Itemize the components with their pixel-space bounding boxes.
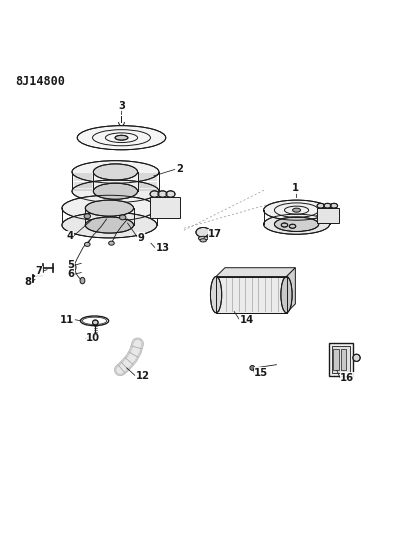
Bar: [150, 197, 180, 218]
Text: 9: 9: [137, 232, 144, 243]
Ellipse shape: [80, 277, 85, 284]
Text: 15: 15: [254, 368, 268, 378]
Ellipse shape: [211, 277, 222, 313]
Ellipse shape: [281, 223, 288, 227]
Polygon shape: [216, 268, 295, 277]
Ellipse shape: [196, 228, 211, 237]
Ellipse shape: [264, 200, 330, 220]
Ellipse shape: [353, 354, 360, 361]
Ellipse shape: [109, 241, 114, 245]
Text: 17: 17: [208, 229, 222, 239]
Ellipse shape: [77, 126, 166, 150]
Text: 13: 13: [156, 244, 170, 253]
Bar: [341, 349, 346, 370]
Text: 6: 6: [67, 269, 74, 279]
Ellipse shape: [93, 183, 137, 199]
Text: 5: 5: [67, 260, 74, 270]
Text: 1: 1: [292, 183, 299, 193]
Ellipse shape: [250, 366, 255, 370]
Ellipse shape: [71, 263, 76, 271]
Bar: [333, 349, 339, 370]
Ellipse shape: [115, 135, 128, 140]
Text: 12: 12: [135, 371, 150, 381]
Ellipse shape: [293, 208, 301, 212]
Bar: [332, 346, 350, 373]
Ellipse shape: [158, 191, 167, 197]
Bar: [216, 277, 286, 313]
Ellipse shape: [330, 203, 337, 208]
Ellipse shape: [62, 212, 157, 238]
Text: 8J14800: 8J14800: [15, 75, 65, 88]
Polygon shape: [286, 268, 295, 313]
Text: 11: 11: [60, 314, 74, 325]
Text: 7: 7: [35, 266, 42, 276]
Text: 8: 8: [25, 277, 32, 287]
Ellipse shape: [84, 243, 90, 246]
Text: 3: 3: [118, 101, 125, 110]
Ellipse shape: [324, 203, 331, 208]
Text: 16: 16: [340, 373, 354, 383]
Ellipse shape: [93, 164, 137, 180]
Bar: [216, 277, 286, 313]
Ellipse shape: [62, 195, 157, 221]
Ellipse shape: [150, 191, 159, 197]
Ellipse shape: [85, 200, 133, 216]
Ellipse shape: [72, 160, 159, 183]
Bar: [317, 208, 339, 223]
Text: 14: 14: [239, 314, 254, 325]
Ellipse shape: [72, 180, 159, 203]
Text: 2: 2: [176, 164, 183, 174]
Ellipse shape: [85, 217, 133, 233]
Ellipse shape: [120, 215, 126, 220]
Ellipse shape: [84, 214, 91, 219]
Ellipse shape: [264, 214, 330, 235]
Text: 4: 4: [66, 231, 73, 241]
Bar: [329, 343, 353, 376]
Ellipse shape: [166, 191, 175, 197]
Text: 10: 10: [86, 333, 100, 343]
Ellipse shape: [289, 224, 296, 228]
Ellipse shape: [93, 320, 98, 325]
Ellipse shape: [281, 277, 292, 313]
Ellipse shape: [200, 239, 206, 242]
Ellipse shape: [275, 217, 319, 231]
Ellipse shape: [198, 236, 208, 240]
Ellipse shape: [317, 203, 324, 208]
